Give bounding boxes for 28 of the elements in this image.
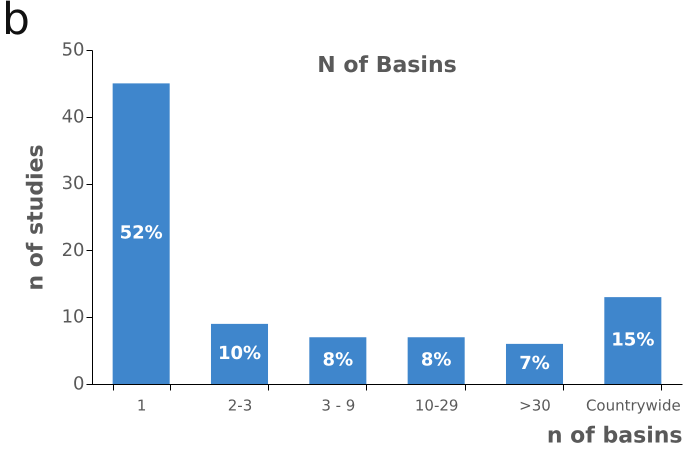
y-tick-label: 40	[62, 106, 84, 128]
bar	[408, 337, 465, 384]
x-tick-label: 3 - 9	[321, 396, 356, 414]
bar	[112, 83, 170, 384]
annotation: 8%	[322, 350, 354, 371]
bar	[506, 344, 564, 384]
bar	[210, 324, 268, 384]
x-tick-label: 1	[136, 396, 146, 414]
text: b	[2, 0, 30, 45]
y-tick-label: 10	[62, 306, 84, 328]
annotation: 15%	[611, 330, 654, 351]
bar	[309, 337, 366, 384]
x-tick-label: 2-3	[228, 396, 252, 414]
annotation: 7%	[519, 352, 550, 374]
bar	[604, 297, 662, 384]
x-tick-label: Countrywide	[586, 396, 681, 414]
x-tick-label: 10-29	[414, 396, 458, 414]
x-tick-label: >30	[519, 396, 551, 414]
y-axis-title: n of studies	[24, 144, 49, 291]
annotation: 52%	[120, 222, 163, 244]
y-tick-label: 20	[62, 240, 84, 261]
y-tick-label: 0	[73, 374, 84, 394]
x-axis-title: n of basins	[546, 424, 682, 448]
annotation: 8%	[420, 350, 452, 371]
y-tick-label: 50	[62, 40, 84, 60]
chart-title: N of Basins	[317, 53, 457, 78]
annotation: 10%	[218, 342, 262, 364]
y-tick-label: 30	[62, 173, 84, 194]
